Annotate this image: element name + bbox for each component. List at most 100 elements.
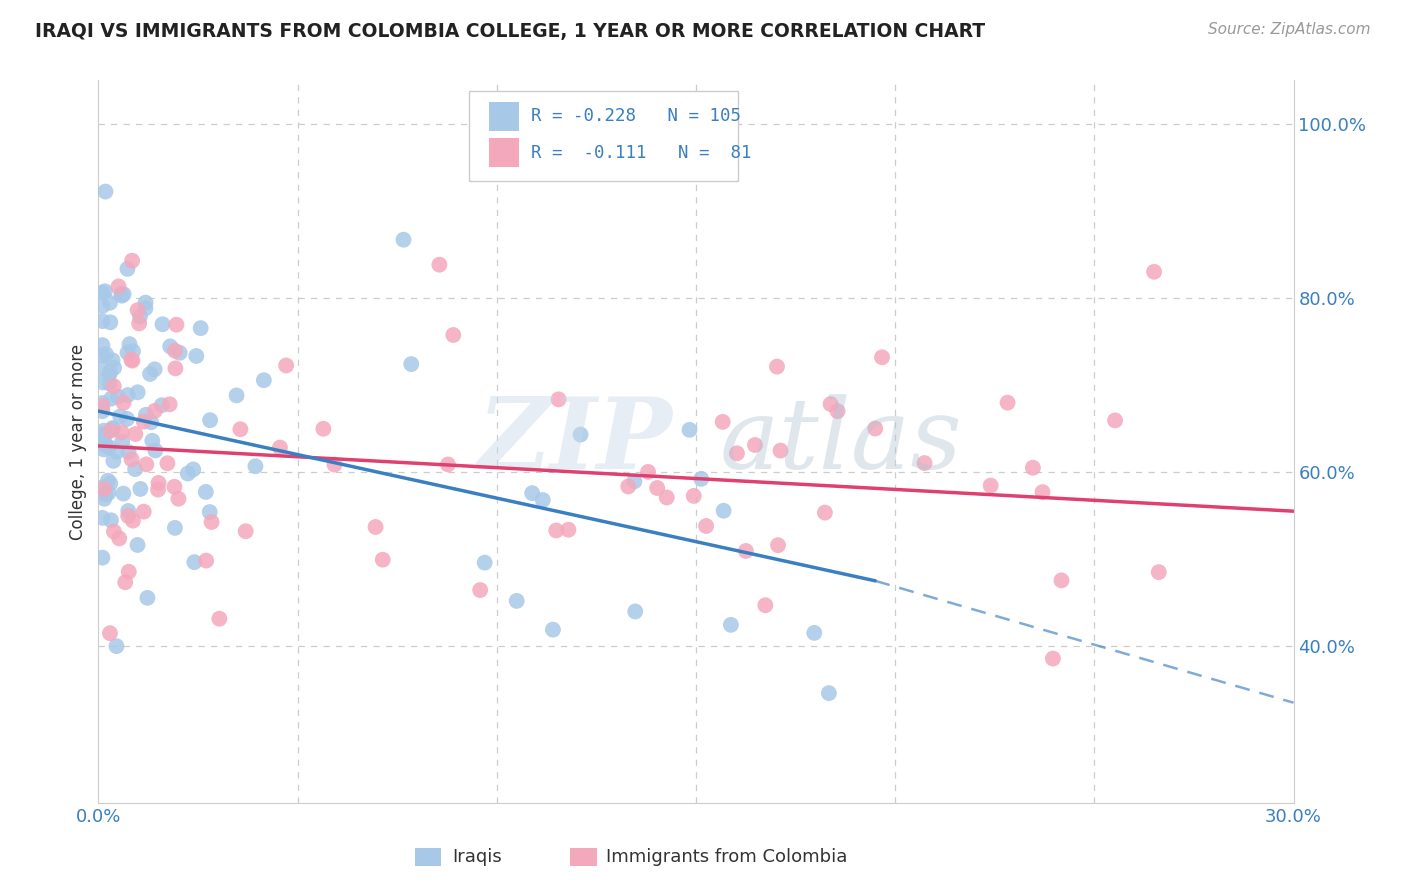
Point (98, 295, 121, 310)
Point (91, 299, 114, 313)
Point (818, 686, 841, 700)
Point (1042, 651, 1064, 665)
Point (118, 565, 141, 579)
Point (190, 321, 212, 335)
Point (198, 413, 221, 427)
Point (111, 434, 134, 449)
Point (121, 253, 143, 268)
Point (401, 357, 423, 371)
Point (165, 318, 187, 332)
Point (141, 434, 163, 448)
Point (617, 479, 640, 493)
Point (569, 427, 592, 442)
Point (655, 491, 678, 505)
Point (91, 399, 114, 413)
Point (122, 514, 145, 528)
FancyBboxPatch shape (470, 91, 738, 181)
Text: Source: ZipAtlas.com: Source: ZipAtlas.com (1208, 22, 1371, 37)
Point (441, 328, 464, 343)
Point (865, 421, 887, 435)
Point (121, 452, 143, 467)
Point (91, 396, 114, 410)
Point (120, 352, 142, 367)
Point (156, 456, 179, 470)
Point (734, 544, 756, 558)
Point (94, 437, 117, 451)
Point (225, 388, 247, 402)
Y-axis label: College, 1 year or more: College, 1 year or more (69, 343, 87, 540)
Point (103, 379, 125, 393)
Point (105, 445, 128, 459)
Text: ZIP: ZIP (477, 393, 672, 490)
Point (200, 515, 222, 529)
Point (546, 524, 568, 538)
Point (766, 359, 789, 374)
Point (101, 353, 124, 368)
Point (98, 315, 121, 329)
Point (253, 373, 276, 387)
Point (107, 279, 129, 293)
Point (711, 415, 734, 429)
Point (229, 422, 252, 436)
Point (165, 361, 187, 376)
Point (997, 395, 1019, 409)
Text: R =  -0.111   N =  81: R = -0.111 N = 81 (531, 144, 752, 161)
Point (143, 362, 166, 376)
Point (470, 583, 492, 598)
Point (323, 458, 346, 472)
Point (117, 508, 139, 523)
Text: IRAQI VS IMMIGRANTS FROM COLOMBIA COLLEGE, 1 YEAR OR MORE CORRELATION CHART: IRAQI VS IMMIGRANTS FROM COLOMBIA COLLEG… (35, 22, 986, 41)
Point (637, 465, 659, 479)
Point (124, 427, 146, 442)
Point (127, 303, 149, 318)
Point (678, 423, 700, 437)
Point (371, 552, 394, 566)
Point (132, 505, 155, 519)
Point (1031, 485, 1053, 500)
Point (163, 343, 186, 358)
Point (725, 446, 748, 460)
Point (159, 339, 181, 353)
Point (114, 575, 136, 590)
Point (91, 550, 114, 565)
Point (803, 626, 825, 640)
Point (98, 376, 121, 391)
Point (91, 480, 114, 494)
Point (139, 367, 162, 381)
Point (690, 472, 713, 486)
Point (91, 436, 114, 450)
Point (163, 521, 186, 535)
Point (111, 425, 134, 440)
Point (118, 337, 141, 351)
Point (103, 360, 125, 375)
Point (94, 185, 117, 199)
Point (111, 289, 134, 303)
Text: Immigrants from Colombia: Immigrants from Colombia (606, 848, 848, 866)
Point (429, 258, 451, 272)
Point (91, 404, 114, 418)
Point (135, 458, 157, 472)
Point (100, 513, 122, 527)
Point (110, 286, 132, 301)
Point (624, 605, 647, 619)
Point (208, 612, 231, 626)
Text: Iraqis: Iraqis (453, 848, 502, 866)
Point (91, 314, 114, 328)
Point (914, 456, 936, 470)
Point (980, 478, 1002, 492)
Point (557, 523, 579, 537)
Point (91, 361, 114, 376)
Point (105, 639, 128, 653)
Point (754, 599, 776, 613)
Point (143, 404, 166, 418)
Point (195, 553, 218, 567)
Point (682, 489, 704, 503)
Point (129, 482, 152, 496)
Point (522, 486, 544, 500)
Point (91, 285, 114, 300)
Point (547, 392, 569, 407)
Point (135, 408, 157, 422)
Point (97, 486, 120, 500)
Point (437, 458, 460, 472)
Point (117, 261, 139, 276)
